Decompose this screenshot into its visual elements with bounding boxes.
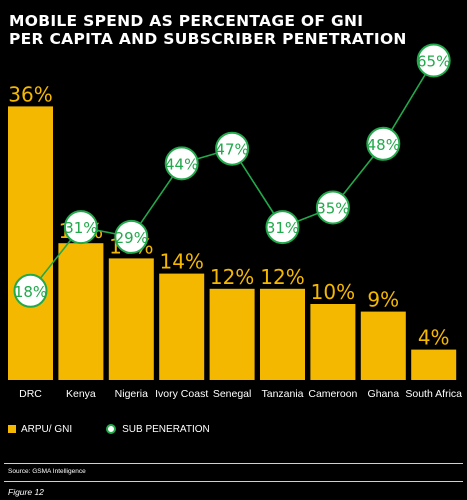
x-tick-label-3: Ivory Coast xyxy=(155,388,208,400)
line-marker-1 xyxy=(63,210,98,245)
line-value-label-2: 29% xyxy=(115,229,148,247)
bar-3 xyxy=(159,273,205,380)
bar-6 xyxy=(310,304,356,380)
legend-line-label: SUB PENERATION xyxy=(122,423,210,435)
x-tick-label-6: Cameroon xyxy=(308,388,357,400)
line-value-label-0: 18% xyxy=(14,283,47,301)
bar-7 xyxy=(360,311,406,380)
x-tick-label-1: Kenya xyxy=(66,388,96,400)
divider-bottom xyxy=(4,481,463,482)
bar-8 xyxy=(411,349,457,380)
line-marker-5 xyxy=(265,210,300,245)
line-value-label-3: 44% xyxy=(165,155,198,173)
legend-item-line: SUB PENERATION xyxy=(106,424,210,435)
legend-bar-swatch xyxy=(8,425,16,433)
line-marker-8 xyxy=(416,43,451,78)
bar-value-label-8: 4% xyxy=(418,326,450,350)
combo-chart: 36%18%16%14%12%12%10%9%4% 18%31%29%44%47… xyxy=(8,43,462,400)
bar-2 xyxy=(108,258,154,380)
bar-5 xyxy=(260,288,305,380)
x-tick-label-0: DRC xyxy=(19,388,42,400)
bar-1 xyxy=(58,243,104,380)
legend-line-marker xyxy=(106,424,117,434)
x-tick-label-8: South Africa xyxy=(405,388,462,400)
x-tick-label-7: Ghana xyxy=(368,388,400,400)
bar-value-label-4: 12% xyxy=(210,265,254,289)
chart-legend: ARPU/ GNI SUB PENERATION xyxy=(8,421,244,437)
bar-value-label-3: 14% xyxy=(159,250,203,274)
source-note: Source: GSMA Intelligence xyxy=(8,468,86,475)
line-value-label-1: 31% xyxy=(64,219,97,237)
divider-top xyxy=(4,463,463,464)
bar-value-label-7: 9% xyxy=(367,288,399,312)
line-value-label-6: 35% xyxy=(316,200,349,218)
line-value-label-4: 47% xyxy=(215,141,248,159)
line-marker-7 xyxy=(366,126,401,161)
bar-4 xyxy=(209,288,255,380)
legend-bar-label: ARPU/ GNI xyxy=(21,423,73,435)
line-value-label-8: 65% xyxy=(417,53,450,71)
line-marker-0 xyxy=(13,273,48,308)
chart-title: MOBILE SPEND AS PERCENTAGE OF GNI PER CA… xyxy=(9,12,459,48)
bar-value-label-0: 36% xyxy=(8,82,52,106)
chart-title-line-1: MOBILE SPEND AS PERCENTAGE OF GNI xyxy=(9,12,364,30)
line-marker-6 xyxy=(315,190,350,225)
bar-value-label-6: 10% xyxy=(311,280,355,304)
legend-item-bar: ARPU/ GNI xyxy=(8,424,72,435)
bar-value-label-5: 12% xyxy=(260,265,304,289)
line-marker-3 xyxy=(164,146,199,181)
figure-label: Figure 12 xyxy=(8,487,44,497)
line-value-label-7: 48% xyxy=(367,136,400,154)
line-marker-2 xyxy=(114,219,149,254)
x-tick-label-2: Nigeria xyxy=(115,388,148,400)
bar-0 xyxy=(8,106,53,381)
x-tick-label-5: Tanzania xyxy=(261,388,303,400)
line-value-label-5: 31% xyxy=(266,219,299,237)
x-tick-label-4: Senegal xyxy=(213,388,252,400)
line-marker-4 xyxy=(215,131,250,166)
chart-title-line-2: PER CAPITA AND SUBSCRIBER PENETRATION xyxy=(9,30,407,48)
